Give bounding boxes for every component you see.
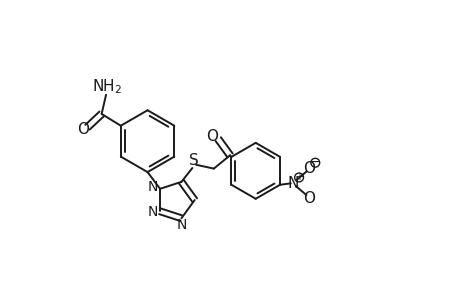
- Text: N: N: [147, 180, 157, 194]
- Text: N: N: [147, 205, 158, 219]
- Text: O: O: [205, 129, 217, 144]
- Text: −: −: [309, 156, 320, 169]
- Text: O: O: [303, 190, 315, 206]
- Text: O: O: [77, 122, 89, 137]
- Text: S: S: [189, 153, 198, 168]
- Text: O: O: [303, 161, 315, 176]
- Text: N: N: [287, 176, 298, 191]
- Text: N: N: [176, 218, 186, 232]
- Text: +: +: [294, 172, 302, 182]
- Text: NH$_2$: NH$_2$: [92, 77, 123, 96]
